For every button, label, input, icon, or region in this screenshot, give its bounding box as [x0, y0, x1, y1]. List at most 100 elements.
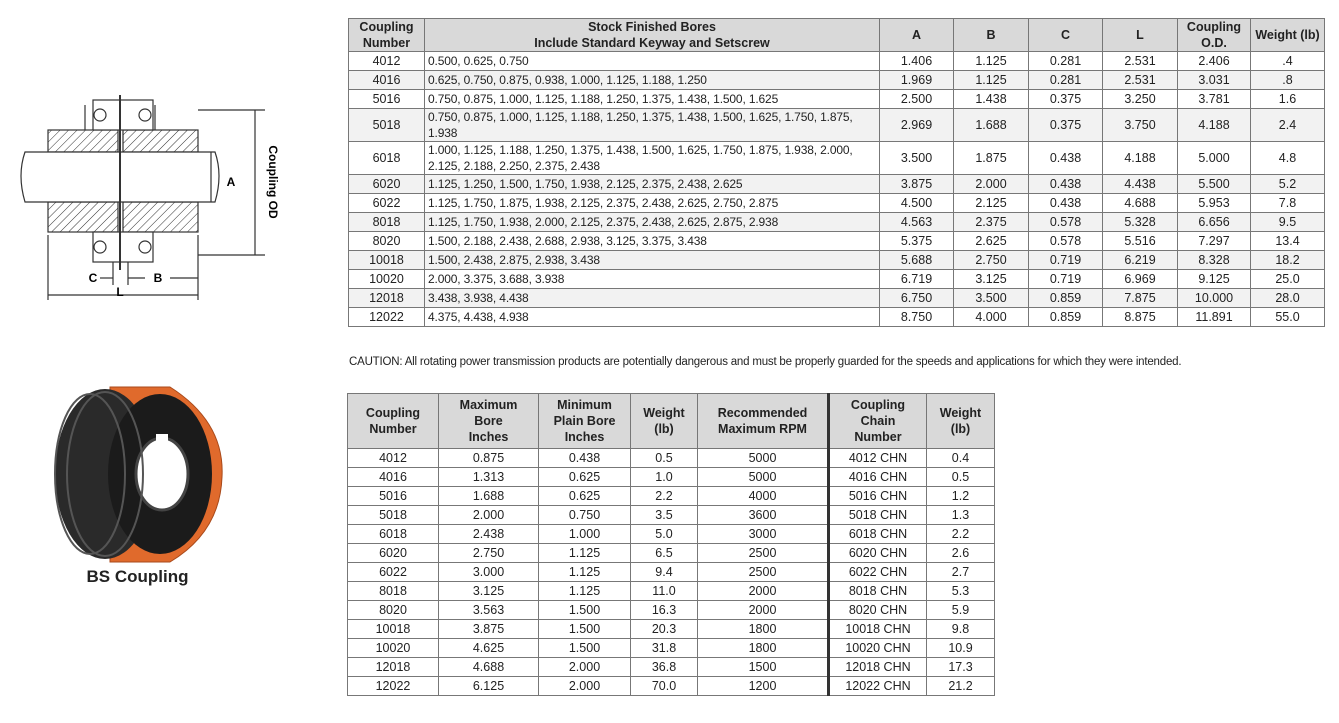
table-cell: 1.500 [538, 600, 631, 620]
table-cell: 6018 CHN [827, 524, 927, 544]
table-cell: 0.719 [1028, 250, 1103, 270]
header-line: O.D. [1201, 36, 1227, 50]
table-row: 6018 1.000, 1.125, 1.188, 1.250, 1.375, 1… [348, 141, 1325, 175]
table-cell: 7.8 [1250, 193, 1325, 213]
table-cell: 4.563 [879, 212, 954, 232]
table-cell: 9.4 [630, 562, 698, 582]
table-cell: 2.2 [630, 486, 698, 506]
table-cell: 5.2 [1250, 174, 1325, 194]
table-cell: 0.375 [1028, 108, 1103, 142]
table-cell: 6.125 [438, 676, 539, 696]
table-cell: 1.875 [953, 141, 1029, 175]
header-line: Coupling [850, 398, 906, 412]
header-line: Include Standard Keyway and Setscrew [534, 36, 770, 50]
table-cell: 0.5 [630, 448, 698, 468]
table-cell: 1.438 [953, 89, 1029, 109]
table-row: 6018 2.438 1.000 5.0 3000 6018 CHN 2.2 [347, 524, 995, 544]
table-cell: 1.0 [630, 467, 698, 487]
table-cell: 2.7 [926, 562, 995, 582]
column-header: L [1102, 18, 1178, 52]
table-cell: 2.000 [438, 505, 539, 525]
table-cell: 1.500, 2.188, 2.438, 2.688, 2.938, 3.125… [424, 231, 880, 251]
table-row: 4012 0.500, 0.625, 0.750 1.406 1.125 0.281 2.… [348, 51, 1325, 71]
table-cell: 6020 [348, 174, 425, 194]
table-cell: 6.750 [879, 288, 954, 308]
table-cell: 10.9 [926, 638, 995, 658]
table-cell: 4.688 [438, 657, 539, 677]
table-cell: 11.891 [1177, 307, 1251, 327]
table-row: 8018 1.125, 1.750, 1.938, 2.000, 2.125, 2… [348, 212, 1325, 232]
table-cell: 2.000 [538, 676, 631, 696]
table-cell: 2500 [697, 562, 829, 582]
table-cell: 5016 CHN [827, 486, 927, 506]
table-cell: 12022 [347, 676, 439, 696]
coupling-diagram: A Coupling OD C L B [20, 95, 280, 300]
header-line: Bore [474, 414, 503, 428]
table-cell: 1.406 [879, 51, 954, 71]
table-cell: 0.438 [1028, 193, 1103, 213]
table-cell: 12022 CHN [827, 676, 927, 696]
table-cell: 2.000 [538, 657, 631, 677]
table-cell: 6.656 [1177, 212, 1251, 232]
column-header: Coupling O.D. [1177, 18, 1251, 52]
table-cell: 6022 [347, 562, 439, 582]
table-cell: 1.125 [538, 581, 631, 601]
table-row: 10018 1.500, 2.438, 2.875, 2.938, 3.438 5.… [348, 250, 1325, 270]
dim-label: Coupling OD [266, 145, 280, 219]
column-header: C [1028, 18, 1103, 52]
table-cell: 16.3 [630, 600, 698, 620]
table-cell: 6018 [347, 524, 439, 544]
table-row: 4016 0.625, 0.750, 0.875, 0.938, 1.000, 1… [348, 70, 1325, 90]
table-cell: 5.516 [1102, 231, 1178, 251]
table-cell: 8018 [347, 581, 439, 601]
table-cell: 1.313 [438, 467, 539, 487]
table-cell: 20.3 [630, 619, 698, 639]
table-cell: 5.375 [879, 231, 954, 251]
header-line: Stock Finished Bores [588, 20, 716, 34]
table-cell: 0.438 [538, 448, 631, 468]
table-cell: 2000 [697, 600, 829, 620]
table-cell: 2.000 [953, 174, 1029, 194]
table-cell: 17.3 [926, 657, 995, 677]
table-cell: 0.859 [1028, 288, 1103, 308]
table-cell: 4016 [347, 467, 439, 487]
header-row: Coupling Number Stock Finished Bores Includ… [348, 18, 1325, 52]
table-cell: 5000 [697, 448, 829, 468]
table-cell: 9.125 [1177, 269, 1251, 289]
header-line: L [1136, 28, 1144, 42]
table-cell: 2.438 [438, 524, 539, 544]
table-cell: 0.578 [1028, 212, 1103, 232]
table-cell: 5016 [348, 89, 425, 109]
column-header: Weight (lb) [1250, 18, 1325, 52]
table-cell: 3.438, 3.938, 4.438 [424, 288, 880, 308]
table-cell: 0.750, 0.875, 1.000, 1.125, 1.188, 1.250… [424, 89, 880, 109]
table-cell: 2.6 [926, 543, 995, 563]
table-cell: 12018 [347, 657, 439, 677]
table-row: 8020 1.500, 2.188, 2.438, 2.688, 2.938, 3… [348, 231, 1325, 251]
table-cell: 25.0 [1250, 269, 1325, 289]
table-cell: 18.2 [1250, 250, 1325, 270]
header-line: Inches [468, 430, 509, 444]
table-cell: 2.531 [1102, 51, 1178, 71]
table-cell: 0.281 [1028, 51, 1103, 71]
table-cell: 8018 CHN [827, 581, 927, 601]
table-cell: 6.969 [1102, 269, 1178, 289]
table-cell: 1.125, 1.750, 1.875, 1.938, 2.125, 2.375… [424, 193, 880, 213]
header-line: Number [854, 430, 902, 444]
table-row: 12018 4.688 2.000 36.8 1500 12018 CHN 17.3 [347, 657, 995, 677]
table-cell: 4.8 [1250, 141, 1325, 175]
table-cell: 1800 [697, 638, 829, 658]
bores-table: Coupling Number Stock Finished Bores Includ… [348, 18, 1325, 327]
column-header: A [879, 18, 954, 52]
table-cell: 3.875 [438, 619, 539, 639]
table-row: 5018 0.750, 0.875, 1.000, 1.125, 1.188, 1… [348, 108, 1325, 142]
table-cell: 4.188 [1102, 141, 1178, 175]
table-cell: 13.4 [1250, 231, 1325, 251]
table-cell: 3600 [697, 505, 829, 525]
header-line: Weight (lb) [1255, 28, 1320, 42]
header-line: Plain Bore [553, 414, 616, 428]
table-cell: 3.125 [438, 581, 539, 601]
table-cell: 2000 [697, 581, 829, 601]
dim-label: A [227, 175, 236, 189]
dim-label: L [116, 285, 123, 299]
